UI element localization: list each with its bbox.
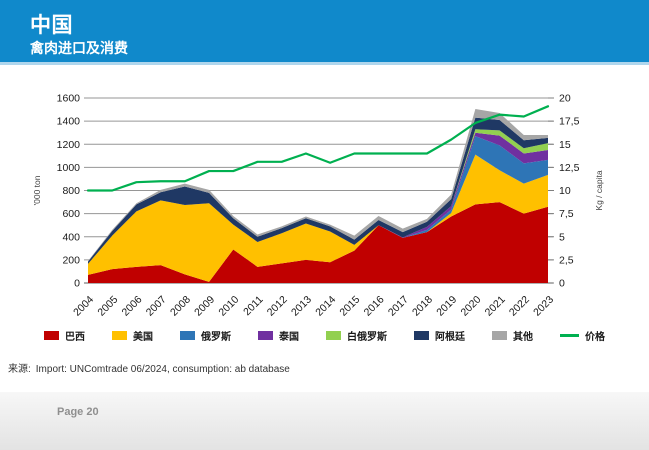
legend-item-argentina: 阿根廷 bbox=[414, 328, 465, 343]
legend-color-swatch-argentina bbox=[414, 331, 429, 340]
right-axis-tick: 12,5 bbox=[559, 162, 580, 174]
left-axis-tick: 1400 bbox=[57, 116, 81, 128]
area-brazil bbox=[88, 202, 548, 283]
page-number: Page 20 bbox=[57, 406, 99, 418]
legend-color-swatch-belarus bbox=[326, 331, 341, 340]
x-axis-tick: 2013 bbox=[289, 294, 314, 319]
legend-label-usa: 美国 bbox=[133, 332, 153, 343]
legend-item-price: 价格 bbox=[560, 328, 605, 343]
legend-color-swatch-russia bbox=[180, 331, 195, 340]
slide-footer: Page 20 bbox=[0, 392, 649, 450]
x-axis-tick: 2022 bbox=[507, 294, 532, 319]
legend-label-price: 价格 bbox=[585, 332, 605, 343]
area-argentina bbox=[88, 117, 548, 264]
x-axis-tick: 2004 bbox=[71, 294, 96, 319]
area-others bbox=[88, 108, 548, 262]
import-consumption-chart: 0 200 400 600 800 1000 1200 1400 1600 0 2,5 5 7,5 10 1… bbox=[32, 93, 604, 319]
area-russia bbox=[88, 136, 548, 264]
x-axis-tick: 2006 bbox=[120, 294, 145, 319]
legend-color-swatch-usa bbox=[112, 331, 127, 340]
area-usa bbox=[88, 154, 548, 282]
x-axis-tick: 2017 bbox=[386, 294, 411, 319]
x-axis-tick: 2005 bbox=[95, 294, 120, 319]
legend-label-belarus: 白俄罗斯 bbox=[347, 332, 387, 343]
legend-item-usa: 美国 bbox=[112, 328, 153, 343]
right-axis-tick: 5 bbox=[559, 231, 565, 243]
legend-label-russia: 俄罗斯 bbox=[201, 332, 231, 343]
legend-color-swatch-thailand bbox=[258, 331, 273, 340]
right-axis-tick: 7,5 bbox=[559, 208, 574, 220]
x-axis-tick: 2010 bbox=[216, 294, 241, 319]
x-axis-tick: 2019 bbox=[434, 294, 459, 319]
left-axis-tick: 0 bbox=[74, 278, 80, 290]
legend-item-russia: 俄罗斯 bbox=[180, 328, 231, 343]
x-axis-tick: 2009 bbox=[192, 294, 217, 319]
header-accent-strip bbox=[0, 62, 649, 65]
area-thailand bbox=[88, 132, 548, 264]
left-axis-tick: 1600 bbox=[57, 93, 81, 105]
legend-label-argentina: 阿根廷 bbox=[435, 332, 465, 343]
legend-label-others: 其他 bbox=[513, 332, 533, 343]
left-axis-tick: 800 bbox=[62, 185, 80, 197]
chart-area: 0 200 400 600 800 1000 1200 1400 1600 0 2,5 5 7,5 10 1… bbox=[0, 66, 649, 324]
chart-legend: 巴西 美国 俄罗斯 泰国 白俄罗斯 阿根廷 其他 价格 bbox=[0, 328, 649, 343]
right-axis-tick: 15 bbox=[559, 139, 571, 151]
right-axis-tick: 10 bbox=[559, 185, 571, 197]
x-axis-tick: 2016 bbox=[362, 294, 387, 319]
right-axis-title: Kg / capita bbox=[594, 170, 604, 210]
source-label: 来源: bbox=[8, 364, 31, 375]
legend-item-thailand: 泰国 bbox=[258, 328, 299, 343]
x-axis-tick: 2023 bbox=[531, 294, 556, 319]
right-axis-tick: 2,5 bbox=[559, 254, 574, 266]
x-axis-tick: 2014 bbox=[313, 294, 338, 319]
slide-title: 中国 bbox=[30, 14, 73, 37]
legend-label-thailand: 泰国 bbox=[279, 332, 299, 343]
right-axis-tick: 17,5 bbox=[559, 116, 580, 128]
slide-subtitle: 禽肉进口及消费 bbox=[30, 40, 128, 56]
right-axis-tick: 0 bbox=[559, 278, 565, 290]
x-axis-tick: 2021 bbox=[483, 294, 508, 319]
line-price bbox=[86, 105, 550, 192]
legend-color-swatch-others bbox=[492, 331, 507, 340]
x-axis-tick: 2020 bbox=[458, 294, 483, 319]
x-axis-tick: 2008 bbox=[168, 294, 193, 319]
legend-label-brazil: 巴西 bbox=[65, 332, 85, 343]
legend-line-swatch-price bbox=[560, 334, 579, 337]
x-axis-tick: 2015 bbox=[337, 294, 362, 319]
right-axis-tick: 20 bbox=[559, 93, 571, 105]
left-axis-tick: 200 bbox=[62, 254, 80, 266]
left-axis-tick: 600 bbox=[62, 208, 80, 220]
x-axis-tick: 2011 bbox=[241, 294, 266, 319]
legend-item-brazil: 巴西 bbox=[44, 328, 85, 343]
x-axis-tick: 2018 bbox=[410, 294, 435, 319]
x-axis-tick: 2012 bbox=[265, 294, 290, 319]
left-axis-tick: 400 bbox=[62, 231, 80, 243]
slide-header: 中国 禽肉进口及消费 bbox=[0, 0, 649, 62]
left-axis-tick: 1000 bbox=[57, 162, 81, 174]
legend-item-others: 其他 bbox=[492, 328, 533, 343]
legend-item-belarus: 白俄罗斯 bbox=[326, 328, 387, 343]
source-note: 来源: Import: UNComtrade 06/2024, consumpti… bbox=[8, 360, 290, 375]
legend-color-swatch-brazil bbox=[44, 331, 59, 340]
left-axis-tick: 1200 bbox=[57, 139, 81, 151]
source-text: Import: UNComtrade 06/2024, consumption:… bbox=[35, 364, 290, 375]
left-axis-title: '000 ton bbox=[32, 175, 42, 205]
x-axis-tick: 2007 bbox=[144, 294, 169, 319]
